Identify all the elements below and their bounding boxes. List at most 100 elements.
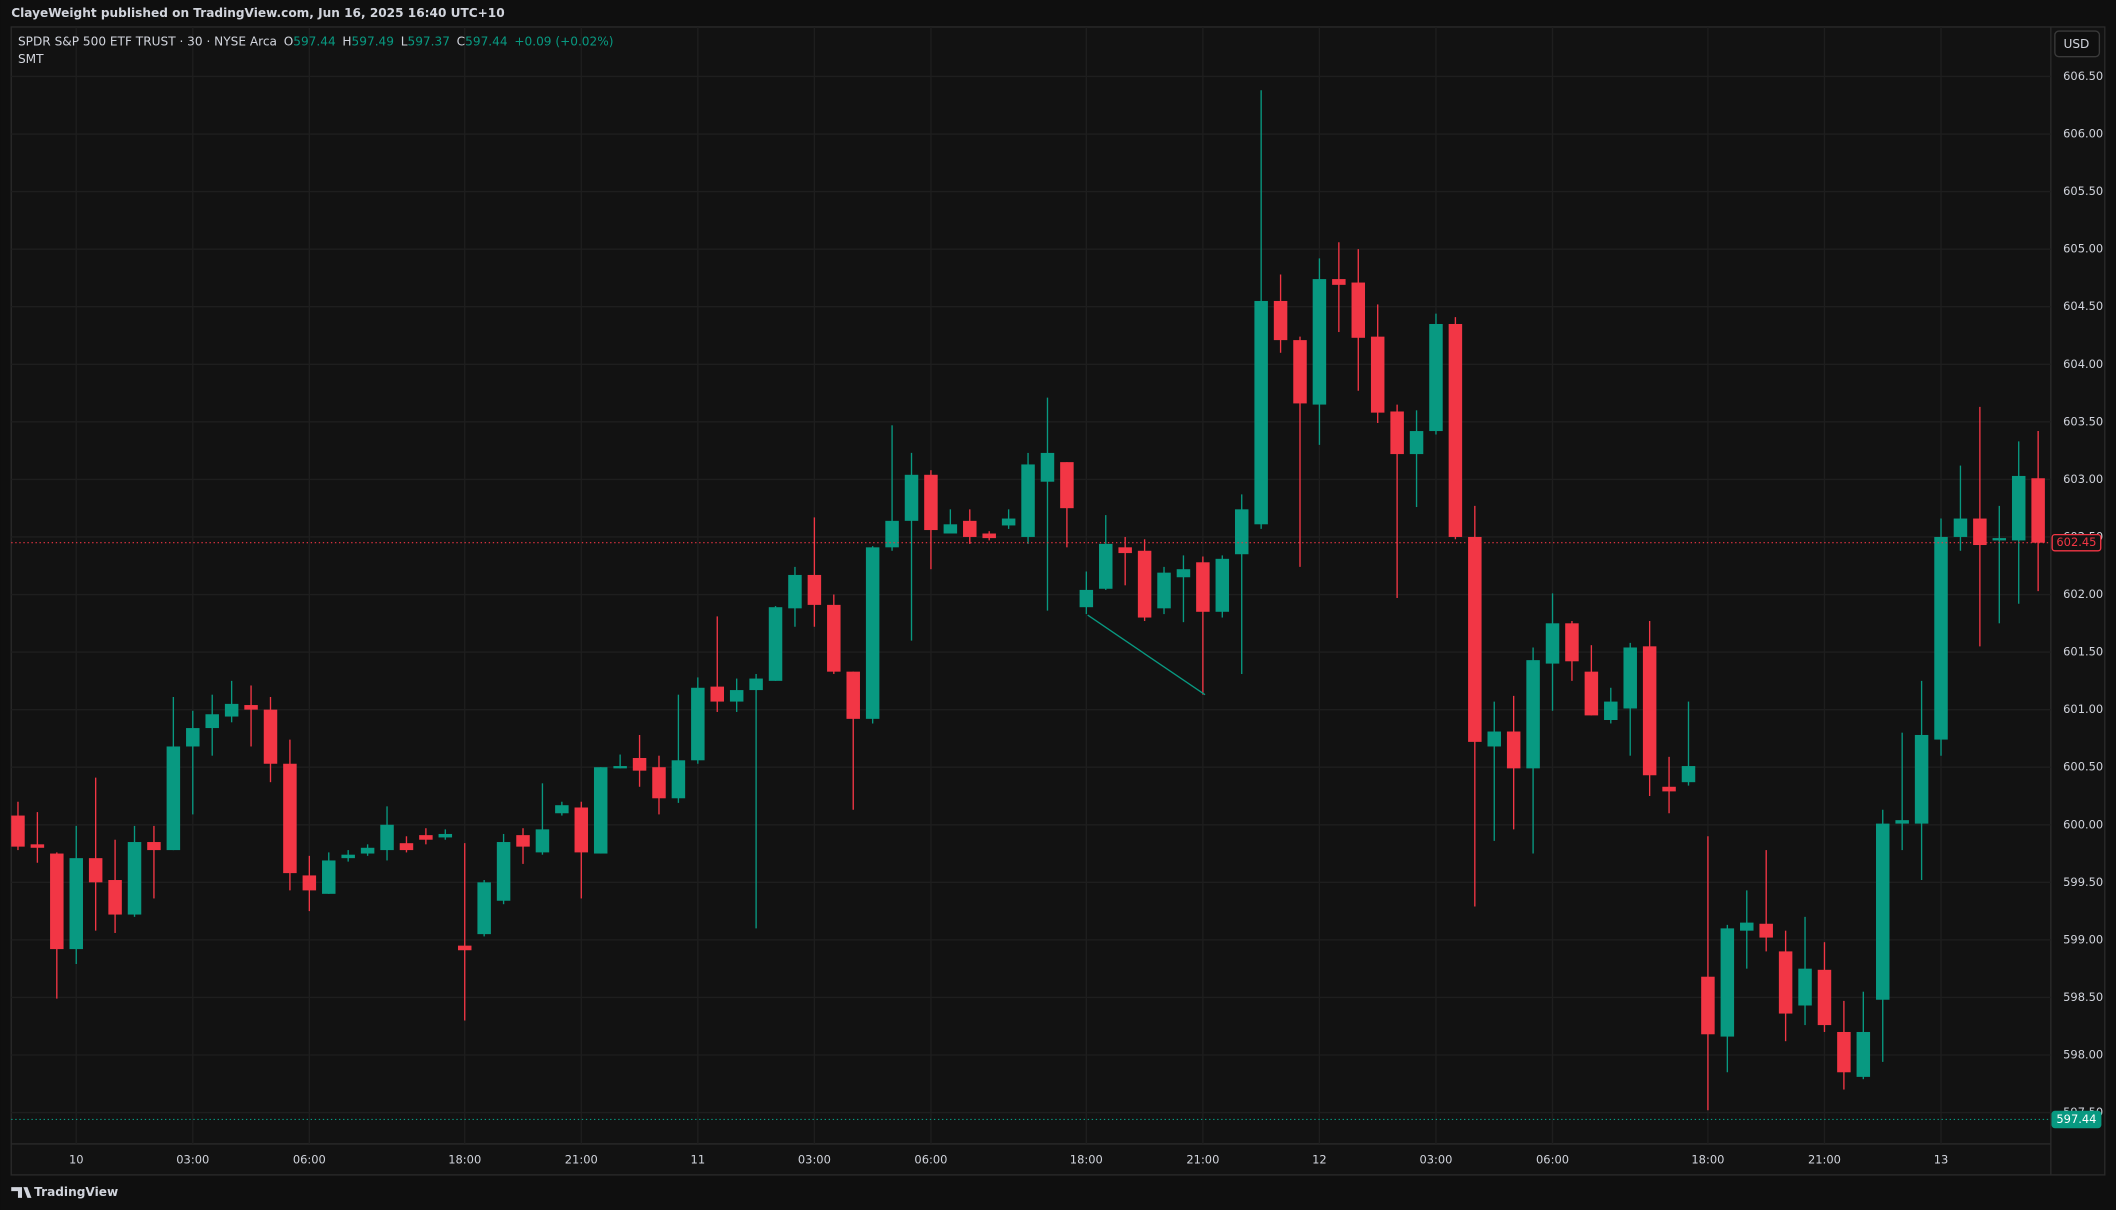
candle-body — [1351, 282, 1366, 338]
legend-key: C — [457, 34, 465, 48]
candle-body — [457, 945, 472, 951]
x-tick-label: 13 — [1934, 1153, 1949, 1167]
indicator: SMT — [18, 52, 44, 66]
candle-body — [1234, 509, 1249, 555]
candle-body — [1953, 518, 1968, 537]
candle-body — [1079, 589, 1094, 608]
axis-labels: 597.50598.00598.50599.00599.50600.00600.… — [69, 69, 2103, 1167]
candle-body — [1273, 300, 1288, 341]
y-tick-label: 599.00 — [2063, 932, 2103, 946]
legend-value: 597.49 — [352, 34, 394, 48]
candle-body — [1623, 647, 1637, 709]
candle-body — [535, 829, 550, 853]
candle-body — [1196, 562, 1210, 612]
y-tick-label: 605.00 — [2063, 242, 2103, 256]
x-tick-label: 06:00 — [1536, 1153, 1569, 1167]
candle-body — [1021, 464, 1035, 537]
legend-value: 597.44 — [465, 34, 508, 48]
candle-body — [1895, 820, 1909, 824]
candle-body — [1448, 323, 1463, 537]
y-tick-label: 606.50 — [2063, 69, 2103, 83]
y-tick-label: 600.50 — [2063, 760, 2103, 774]
candle-body — [496, 842, 511, 901]
candle-body — [652, 767, 666, 799]
candle-body — [1914, 734, 1929, 824]
publisher: ClayeWeight published on TradingView.com… — [11, 6, 504, 20]
candle-body — [1798, 968, 1812, 1006]
candle-body — [1662, 786, 1676, 792]
candle-body — [1778, 951, 1793, 1014]
candle-body — [1215, 558, 1230, 612]
candle-body — [729, 690, 744, 702]
candle-body — [516, 835, 530, 847]
candle-body — [982, 533, 996, 539]
candle-body — [768, 607, 783, 681]
candle-body — [749, 678, 763, 691]
candle-body — [943, 524, 958, 534]
candle-body — [1468, 536, 1482, 742]
candle-body — [865, 547, 880, 719]
x-tick-label: 21:00 — [1186, 1153, 1219, 1167]
y-tick-label: 603.50 — [2063, 414, 2103, 428]
y-tick-label: 598.00 — [2063, 1048, 2103, 1062]
candle-body — [788, 574, 802, 609]
candle-body — [341, 854, 355, 859]
candle-body — [1254, 300, 1268, 525]
x-tick-label: 21:00 — [565, 1153, 598, 1167]
candle-body — [108, 880, 122, 915]
candle-body — [1856, 1031, 1871, 1077]
candle-body — [1157, 572, 1171, 609]
candle-body — [1099, 543, 1113, 589]
currency[interactable]: USD — [2063, 37, 2089, 51]
candle-body — [710, 686, 725, 702]
candle-body — [1332, 279, 1346, 285]
plot-area — [10, 26, 2106, 1176]
brand: TradingView — [34, 1185, 118, 1199]
y-tick-label: 604.50 — [2063, 299, 2103, 313]
candle-body — [1001, 518, 1016, 526]
candle-body — [283, 763, 297, 874]
candle-body — [963, 520, 977, 537]
symbol: SPDR S&P 500 ETF TRUST · 30 · NYSE Arca — [18, 34, 277, 48]
trend-line — [1087, 614, 1206, 696]
candle-body — [2031, 478, 2045, 543]
candle-body — [186, 728, 200, 747]
x-tick-label: 18:00 — [1070, 1153, 1103, 1167]
candle-body — [1992, 538, 2007, 541]
candle-body — [904, 474, 919, 521]
candle-body — [1817, 969, 1832, 1026]
y-tick-label: 606.00 — [2063, 127, 2103, 141]
candle-body — [1137, 550, 1152, 618]
candle-body — [827, 604, 841, 672]
candle-body — [11, 815, 25, 847]
x-tick-label: 18:00 — [448, 1153, 481, 1167]
candle-body — [1759, 923, 1773, 938]
candle-body — [127, 842, 142, 915]
y-tick-label: 599.50 — [2063, 875, 2103, 889]
x-tick-label: 11 — [691, 1153, 706, 1167]
candle-body — [438, 833, 453, 838]
legend-change: +0.09 (+0.02%) — [514, 34, 613, 48]
y-tick-label: 605.50 — [2063, 184, 2103, 198]
candle-body — [1681, 766, 1696, 783]
legend-key: O — [284, 34, 294, 48]
x-tick-label: 03:00 — [1419, 1153, 1452, 1167]
y-tick-label: 600.00 — [2063, 817, 2103, 831]
candle-body — [88, 858, 103, 883]
candle-body — [555, 805, 569, 814]
price-label-box — [2051, 533, 2102, 552]
currency-button[interactable] — [2054, 30, 2101, 58]
price-label: 597.44 — [2056, 1112, 2096, 1126]
candle-body — [671, 760, 686, 799]
candle-body — [1701, 976, 1715, 1035]
candle-body — [166, 746, 181, 851]
candle-body — [1040, 452, 1055, 482]
x-tick-label: 18:00 — [1691, 1153, 1724, 1167]
candle-body — [30, 844, 45, 848]
candle-body — [477, 882, 491, 935]
candle-body — [1370, 336, 1385, 413]
candle-body — [263, 709, 278, 764]
y-tick-label: 601.50 — [2063, 645, 2103, 659]
candle-body — [1293, 340, 1307, 404]
